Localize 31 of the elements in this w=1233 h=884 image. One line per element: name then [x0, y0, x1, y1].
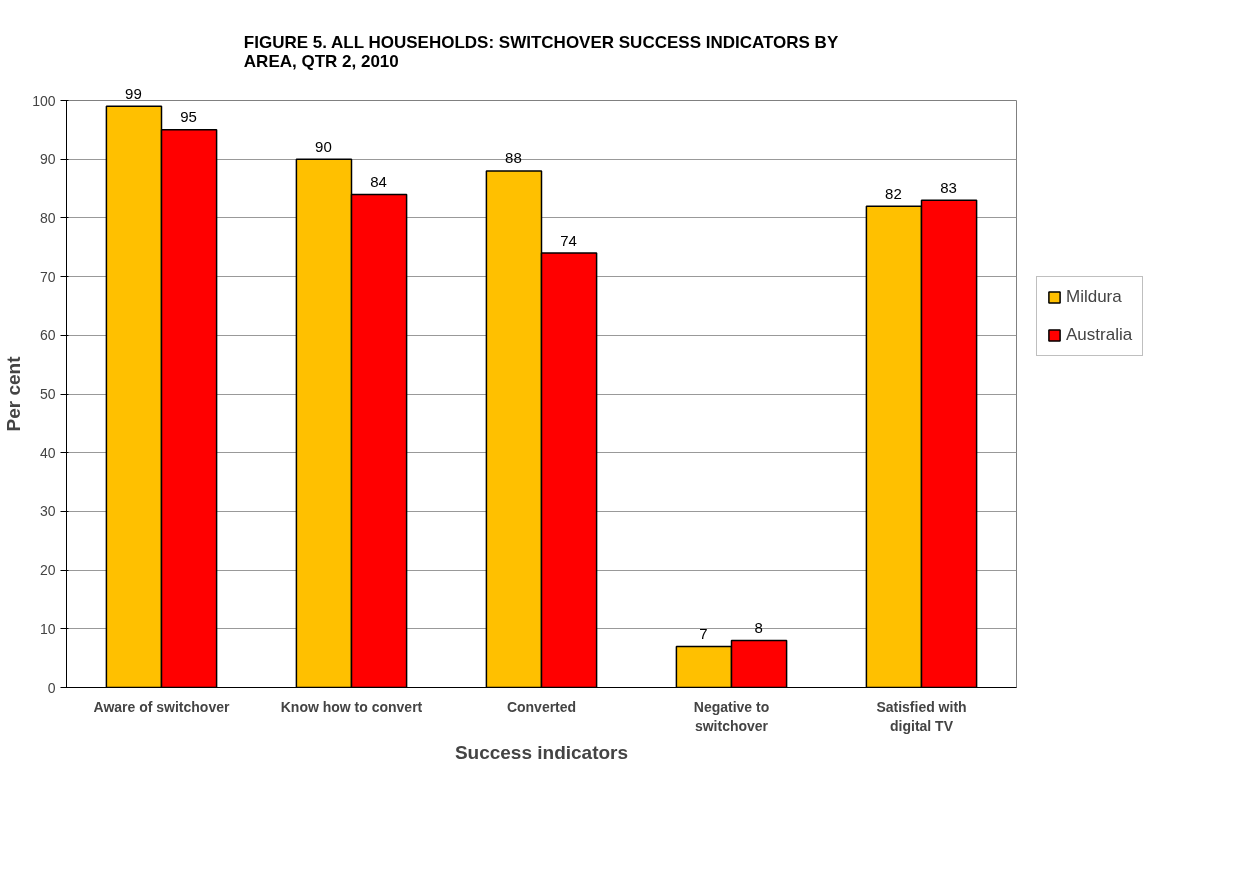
- y-tick-label: 80: [39, 209, 56, 226]
- data-label: 95: [180, 108, 197, 126]
- y-tick-label: 40: [39, 444, 56, 461]
- legend-label: Mildura: [1066, 287, 1122, 307]
- x-tick-label: Negative to switchover: [693, 698, 770, 734]
- data-label: 88: [505, 149, 522, 167]
- data-label: 90: [315, 137, 332, 155]
- y-tick-label: 100: [32, 92, 56, 109]
- chart-title: FIGURE 5. ALL HOUSEHOLDS: SWITCHOVER SUCCESS INDICATORS BY AREA, QTR 2, 2010: [243, 32, 839, 71]
- y-tick-label: 50: [39, 386, 56, 402]
- y-tick-label: 30: [39, 503, 56, 520]
- y-tick-label: 60: [39, 327, 56, 344]
- y-tick-label: 0: [47, 679, 56, 696]
- y-tick-label: 90: [39, 151, 56, 168]
- y-axis-title: Per cent: [3, 355, 25, 432]
- x-tick-label: Know how to convert: [280, 698, 423, 715]
- x-tick-label: Aware of switchover: [93, 698, 230, 715]
- data-label: 84: [370, 172, 387, 190]
- y-tick-label: 20: [39, 562, 56, 579]
- data-label: 83: [940, 178, 957, 196]
- data-label: 74: [560, 231, 577, 249]
- data-label: 8: [754, 619, 763, 637]
- x-tick-label: Satisfied with digital TV: [876, 698, 967, 734]
- data-label: 7: [699, 624, 708, 642]
- legend-label: Australia: [1066, 325, 1133, 345]
- y-tick-label: 70: [39, 268, 56, 285]
- x-axis-title: Success indicators: [454, 741, 629, 763]
- y-tick-label: 10: [39, 620, 56, 637]
- data-label: 82: [885, 184, 902, 202]
- x-tick-label: Converted: [506, 698, 577, 715]
- data-label: 99: [125, 84, 142, 102]
